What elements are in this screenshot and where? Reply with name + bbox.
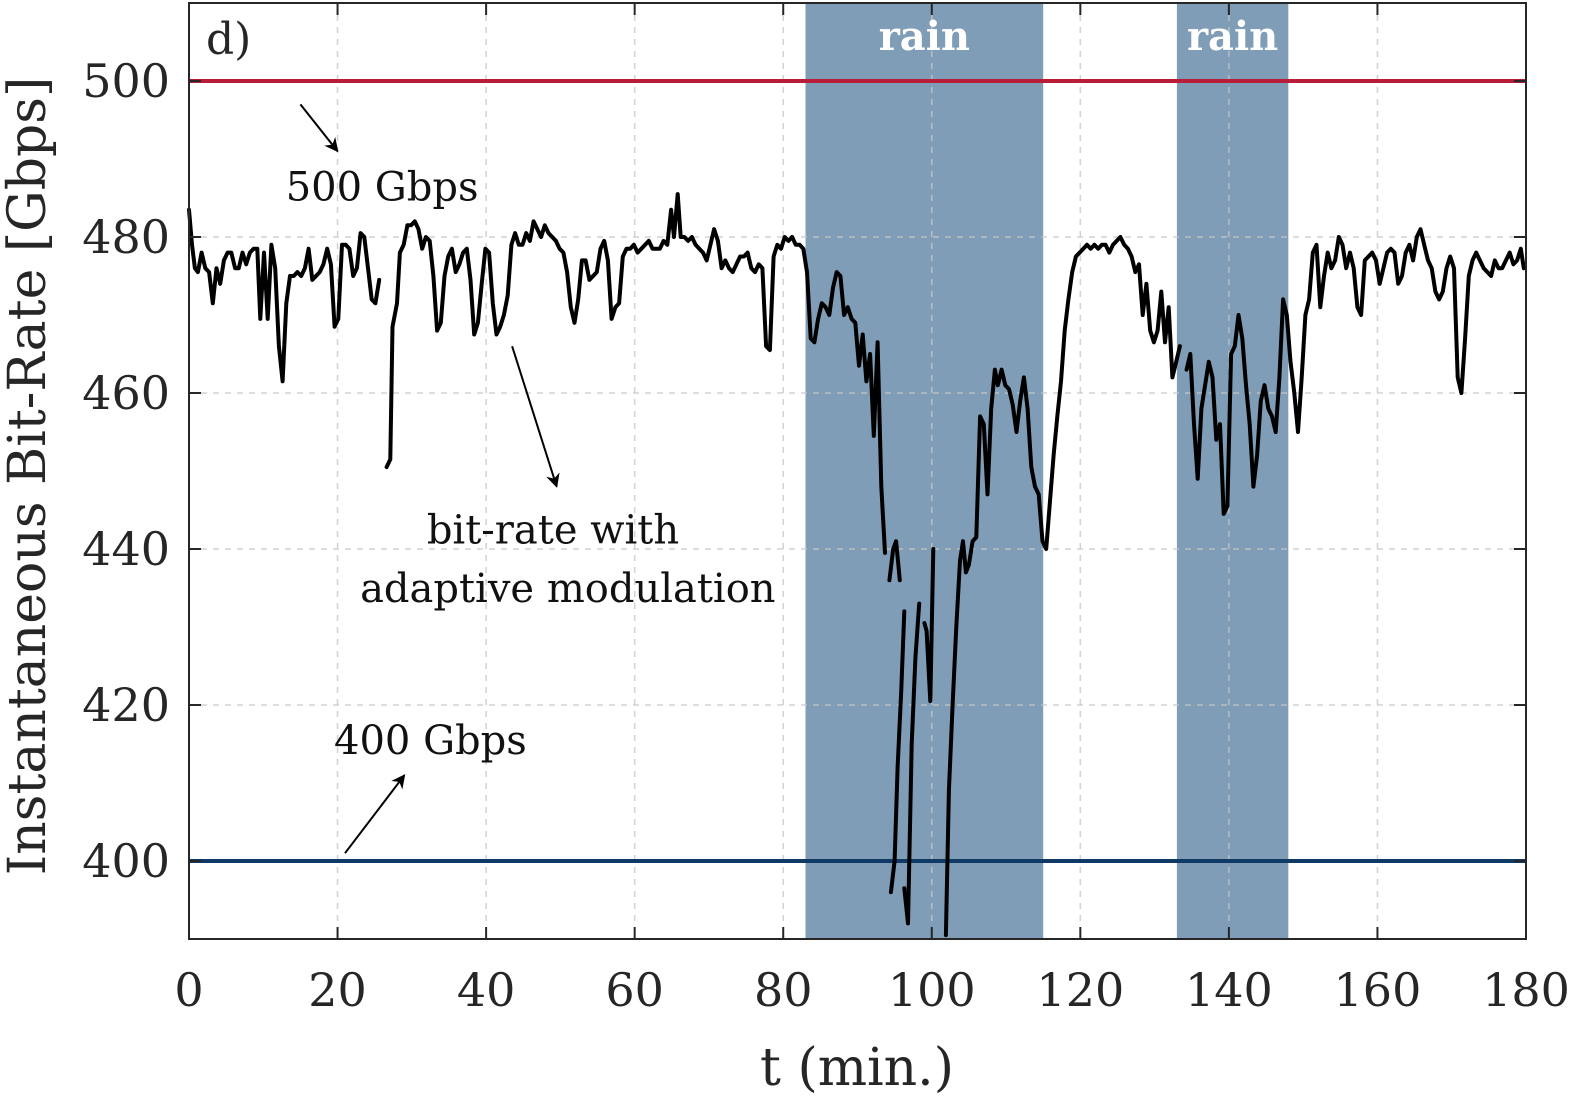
y-tick-label: 440	[82, 522, 170, 576]
series-segment	[187, 207, 382, 384]
y-tick-label: 420	[82, 678, 170, 732]
x-tick-label: 120	[1036, 963, 1124, 1017]
y-axis-title: Instantaneous Bit-Rate [Gbps]	[0, 77, 58, 876]
panel-label: d)	[206, 14, 251, 65]
annotation-arrow	[344, 774, 406, 854]
x-tick-label: 40	[457, 963, 516, 1017]
series-layer	[187, 192, 1526, 938]
x-tick-label: 0	[174, 963, 203, 1017]
x-tick-label: 20	[308, 963, 367, 1017]
x-tick-label: 140	[1185, 963, 1273, 1017]
y-tick-label: 500	[82, 54, 170, 108]
annotation-text: bit-rate with	[427, 508, 679, 554]
rain-label-2: rain	[1187, 13, 1278, 60]
y-tick-label: 400	[82, 834, 170, 888]
x-tick-label: 100	[888, 963, 976, 1017]
annotation-arrow	[299, 103, 339, 153]
series-segment	[902, 601, 922, 926]
series-segment	[384, 192, 887, 555]
x-axis-title: t (min.)	[760, 1038, 954, 1098]
series-segment	[888, 609, 907, 895]
axes-box	[188, 2, 1527, 940]
rain-label-1: rain	[879, 13, 970, 60]
axes: 0 20 40 60 80 100 120 140 160 180 400 420 440 460 480 5…	[82, 2, 1570, 1017]
series-segment	[1184, 227, 1526, 516]
x-tick-label: 60	[605, 963, 664, 1017]
x-tick-label: 180	[1482, 963, 1570, 1017]
labels: rain rain 500 Gbps bit-rate with adaptive mo…	[286, 13, 1278, 854]
series-segment	[922, 547, 936, 704]
rain-region-2	[1176, 3, 1289, 939]
x-tick-label: 80	[754, 963, 813, 1017]
y-tick-label: 480	[82, 210, 170, 264]
y-tick-label: 460	[82, 366, 170, 420]
x-tick-label: 160	[1334, 963, 1422, 1017]
series-segment	[887, 539, 902, 583]
annotation-text: 400 Gbps	[334, 718, 527, 764]
rain-region-1	[805, 3, 1044, 939]
series-segment	[943, 235, 1182, 938]
annotation-text: adaptive modulation	[360, 566, 776, 612]
annotation-text: 500 Gbps	[286, 164, 479, 210]
annotation-arrow	[511, 345, 560, 488]
reference-lines	[189, 79, 1526, 863]
rain-regions	[805, 3, 1289, 939]
